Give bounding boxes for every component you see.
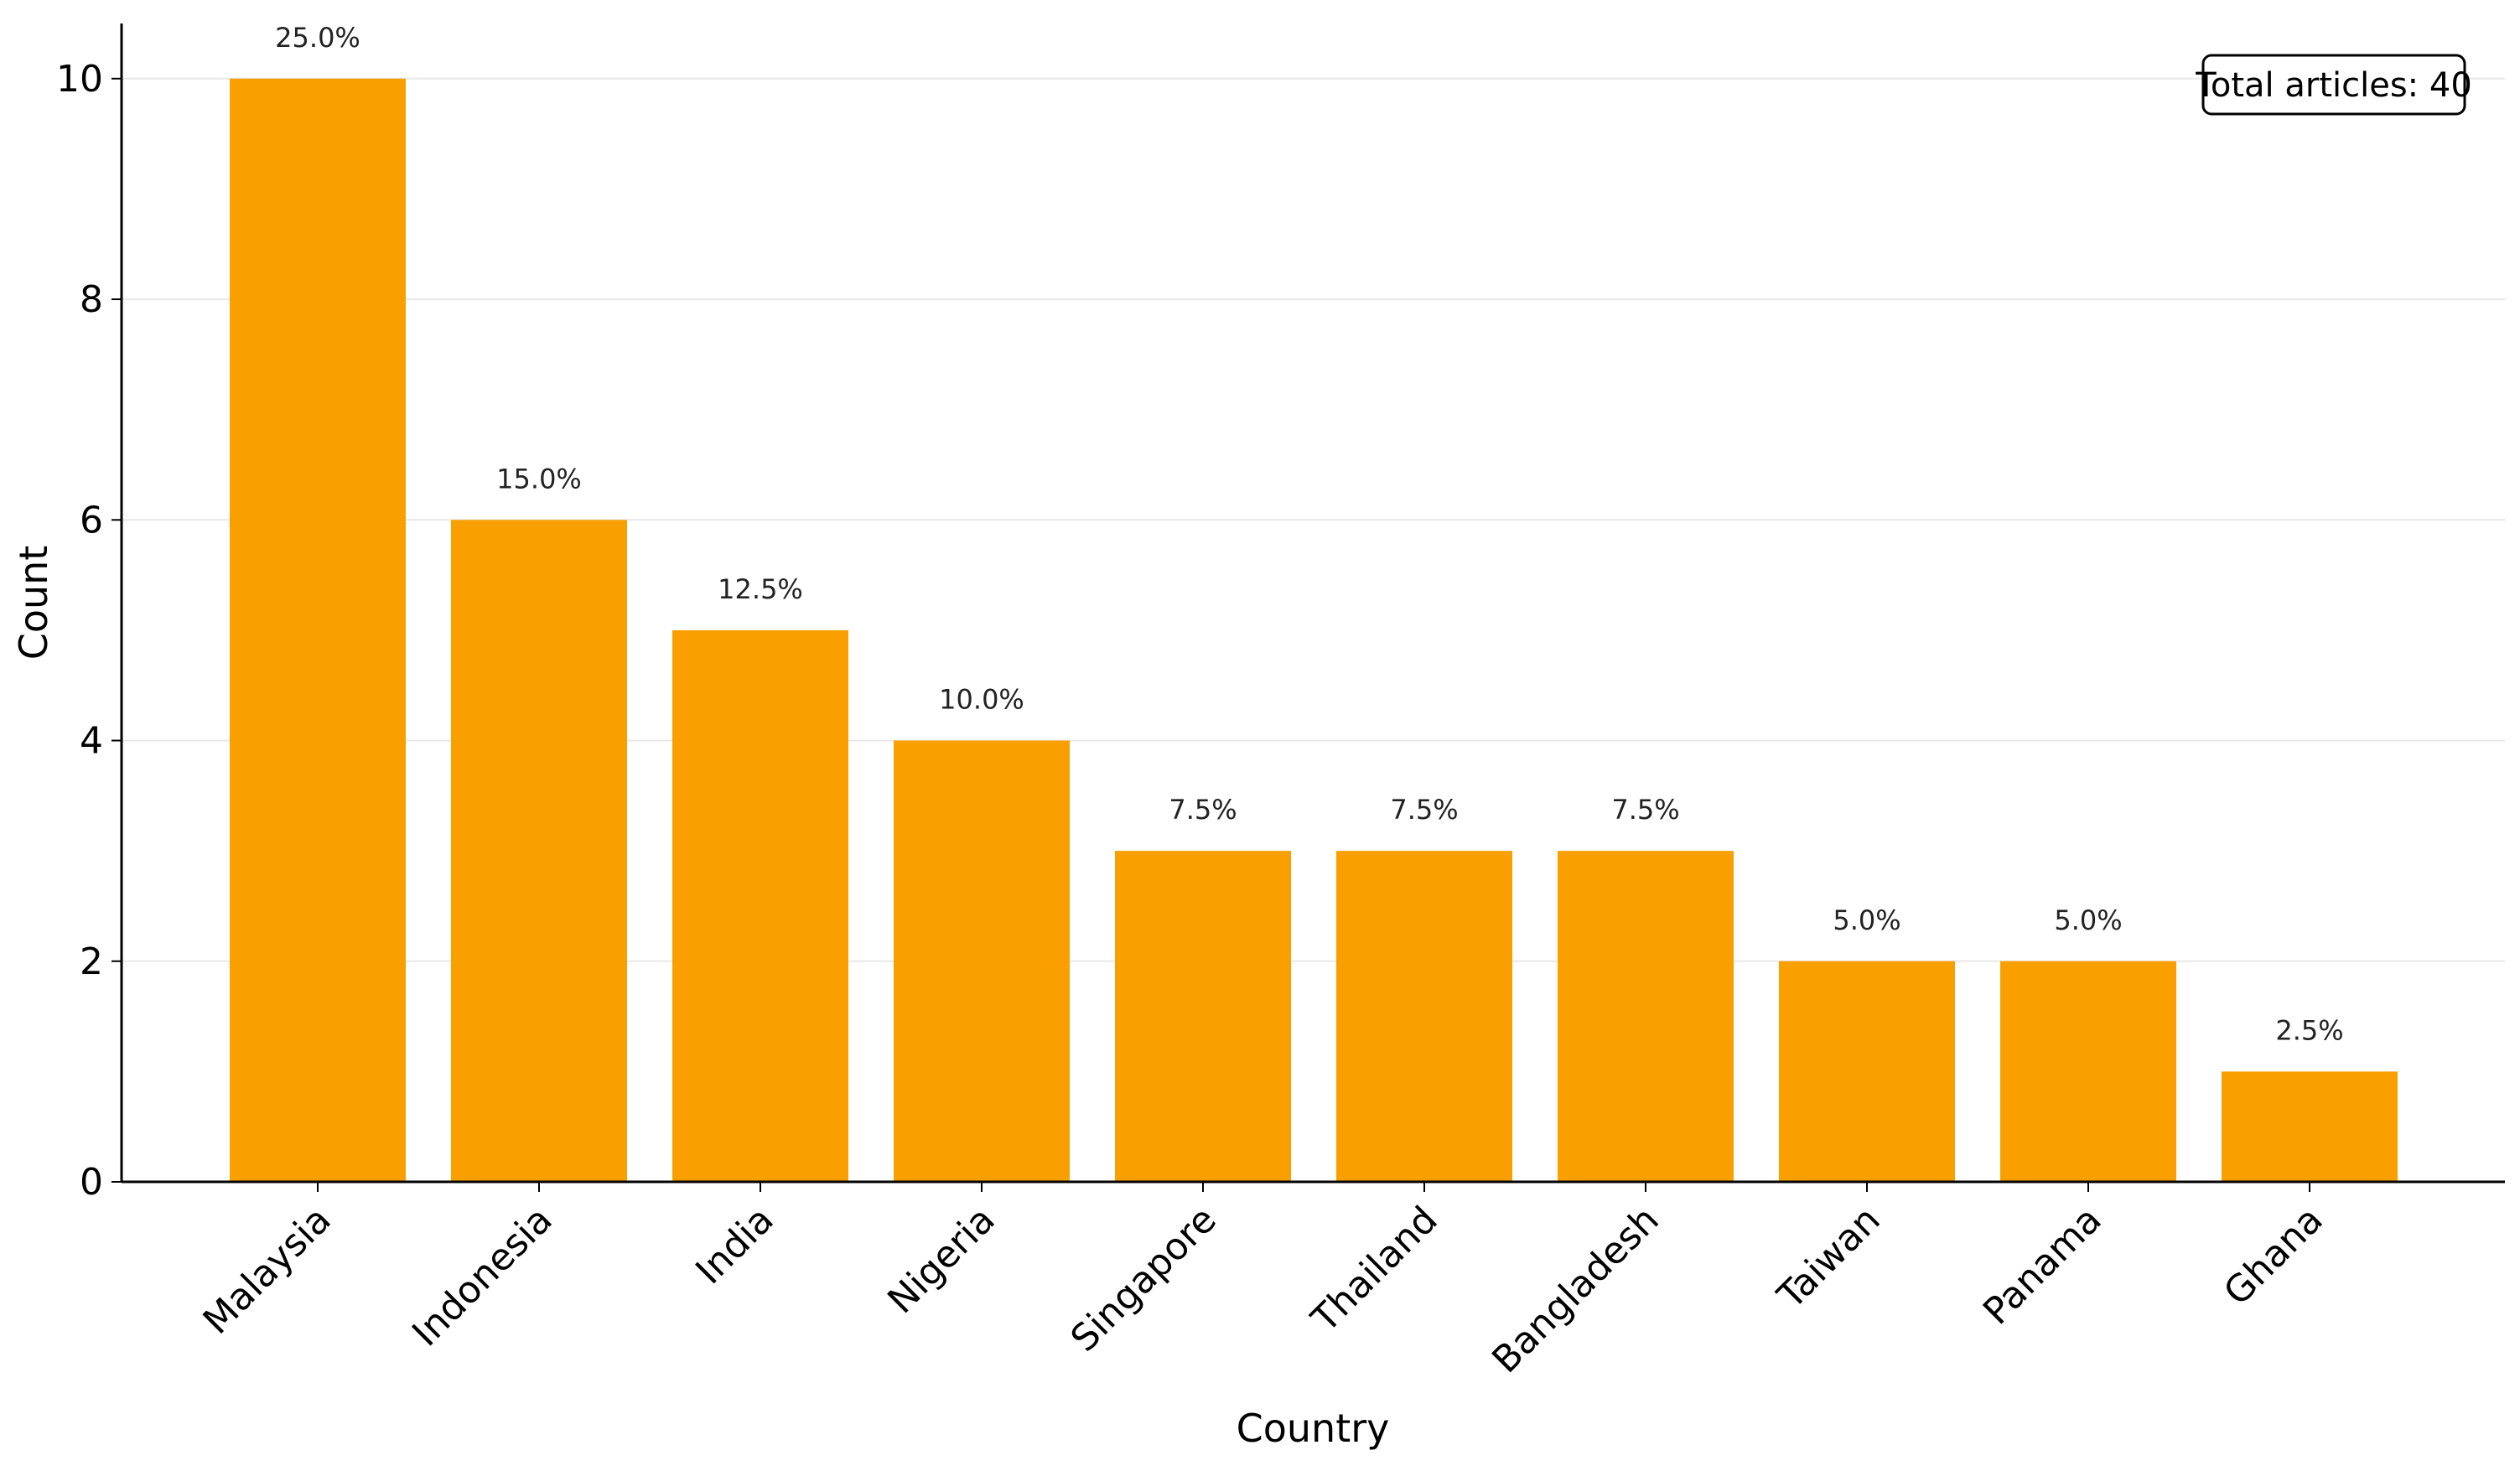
y-tick-label: 8 <box>80 278 103 321</box>
data-label: 12.5% <box>718 573 803 605</box>
x-tick-label-malaysia: Malaysia <box>195 1199 340 1343</box>
data-label: 5.0% <box>1833 904 1900 936</box>
x-tick-label-taiwan: Taiwan <box>1769 1199 1889 1318</box>
y-axis-title: Count <box>11 546 56 660</box>
bar-nigeria <box>894 740 1070 1182</box>
data-label: 10.0% <box>939 684 1024 716</box>
y-tick-label: 4 <box>80 720 103 763</box>
y-tick-label: 10 <box>56 58 103 101</box>
data-label: 7.5% <box>1611 794 1679 826</box>
x-tick-label-ghana: Ghana <box>2216 1199 2331 1314</box>
y-tick-label: 2 <box>80 940 103 983</box>
bar-bangladesh <box>1558 851 1734 1182</box>
x-tick-label-singapore: Singapore <box>1063 1199 1225 1360</box>
x-tick-label-indonesia: Indonesia <box>404 1199 561 1355</box>
x-tick-label-thailand: Thailand <box>1303 1199 1445 1341</box>
bar-india <box>672 629 848 1182</box>
data-label: 25.0% <box>275 22 360 54</box>
data-label: 15.0% <box>496 463 582 495</box>
data-label: 5.0% <box>2054 904 2122 936</box>
y-tick-label: 6 <box>80 499 103 541</box>
data-labels: 25.0% 15.0% 12.5% 10.0% 7.5% 7.5% 7.5% 5.0% 5.0%… <box>275 22 2343 1047</box>
bar-taiwan <box>1779 961 1955 1182</box>
bars <box>230 78 2398 1182</box>
x-tick-label-panama: Panama <box>1975 1199 2110 1334</box>
x-tick-label-bangladesh: Bangladesh <box>1484 1199 1667 1381</box>
x-axis-title: Country <box>1237 1406 1390 1451</box>
bar-panama <box>2000 961 2176 1182</box>
bar-singapore <box>1115 851 1291 1182</box>
data-label: 7.5% <box>1390 794 1458 826</box>
annotation-box <box>2201 54 2466 116</box>
bar-malaysia <box>230 78 406 1182</box>
bar-thailand <box>1336 851 1512 1182</box>
x-tick-label-india: India <box>687 1199 781 1292</box>
x-tick-label-nigeria: Nigeria <box>879 1199 1003 1322</box>
annotation-text: Total articles: 40 <box>2195 66 2472 105</box>
bar-indonesia <box>451 520 627 1182</box>
y-tick-label: 0 <box>80 1161 103 1204</box>
bar-ghana <box>2222 1071 2398 1182</box>
data-label: 7.5% <box>1169 794 1237 826</box>
data-label: 2.5% <box>2275 1014 2343 1046</box>
annotation: Total articles: 40 <box>2195 54 2472 116</box>
